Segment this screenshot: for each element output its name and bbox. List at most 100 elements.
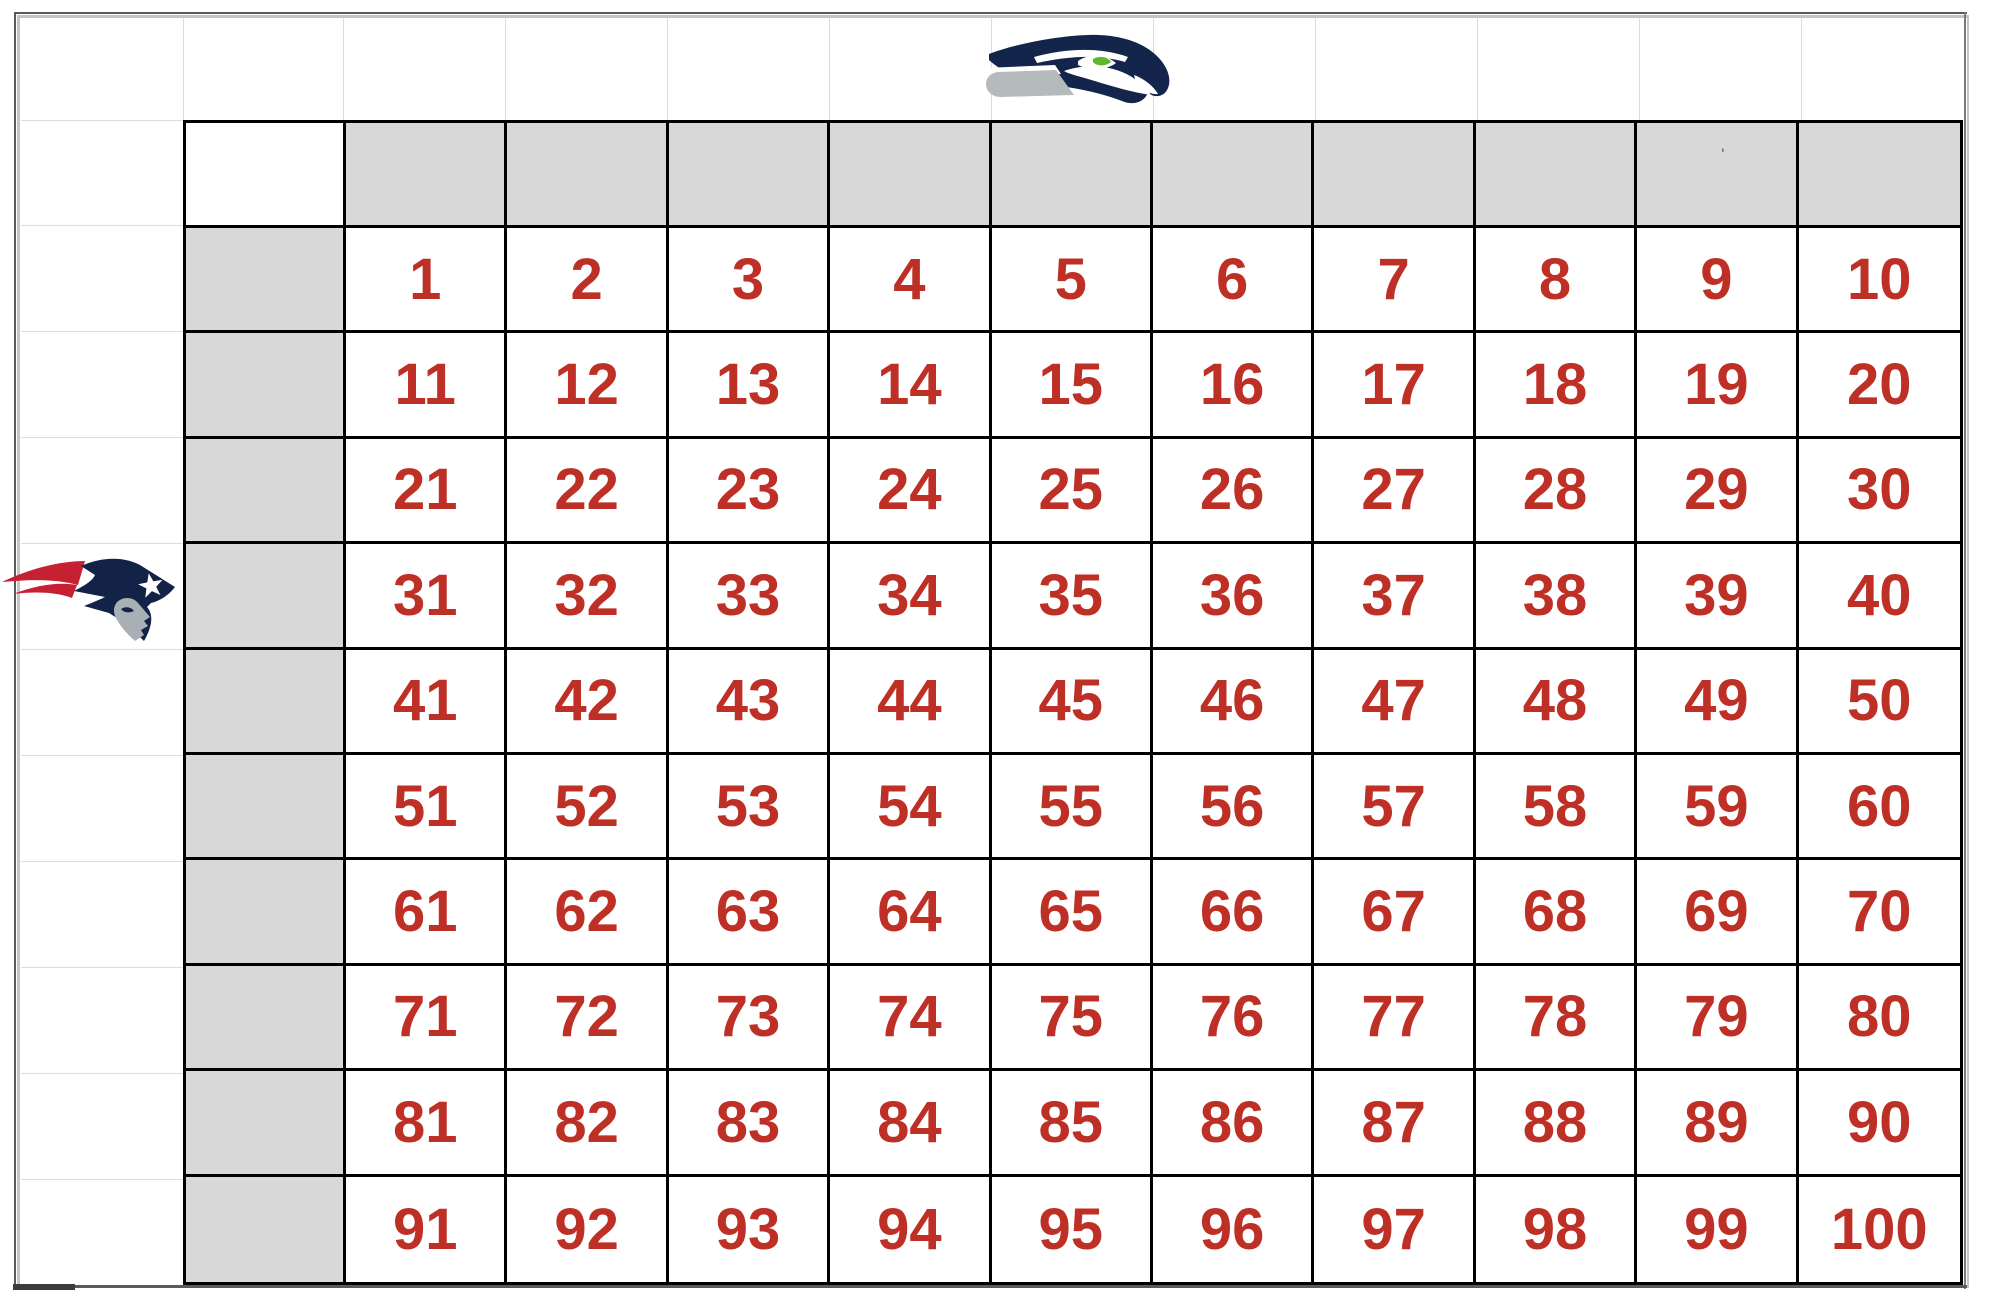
square-cell[interactable]: 60: [1798, 755, 1960, 861]
square-cell[interactable]: 76: [1152, 965, 1315, 1072]
square-cell[interactable]: 45: [991, 649, 1153, 755]
column-header-cell[interactable]: [668, 123, 831, 228]
square-cell[interactable]: 35: [991, 544, 1153, 650]
square-cell[interactable]: 84: [830, 1071, 992, 1177]
square-cell[interactable]: 93: [668, 1176, 831, 1282]
square-cell[interactable]: 37: [1314, 544, 1476, 650]
square-cell[interactable]: 54: [830, 755, 992, 861]
square-cell[interactable]: 55: [991, 755, 1153, 861]
row-header-cell[interactable]: [186, 1071, 346, 1177]
square-cell[interactable]: 29: [1637, 438, 1799, 545]
square-cell[interactable]: 96: [1152, 1176, 1315, 1282]
square-cell[interactable]: 53: [668, 755, 831, 861]
square-cell[interactable]: 3: [668, 228, 831, 334]
square-cell[interactable]: 1: [346, 228, 508, 334]
square-cell[interactable]: 16: [1152, 333, 1315, 439]
square-cell[interactable]: 71: [346, 965, 508, 1072]
square-cell[interactable]: 95: [991, 1176, 1153, 1282]
square-cell[interactable]: 6: [1152, 228, 1315, 334]
square-cell[interactable]: 88: [1475, 1071, 1638, 1177]
square-cell[interactable]: 62: [507, 860, 669, 966]
square-cell[interactable]: 20: [1798, 333, 1960, 439]
square-cell[interactable]: 52: [507, 755, 669, 861]
square-cell[interactable]: 44: [830, 649, 992, 755]
square-cell[interactable]: 64: [830, 860, 992, 966]
square-cell[interactable]: 15: [991, 333, 1153, 439]
square-cell[interactable]: 39: [1637, 544, 1799, 650]
square-cell[interactable]: 25: [991, 438, 1153, 545]
column-header-cell[interactable]: ': [1637, 123, 1799, 228]
row-header-cell[interactable]: [186, 228, 346, 334]
square-cell[interactable]: 98: [1475, 1176, 1638, 1282]
square-cell[interactable]: 19: [1637, 333, 1799, 439]
square-cell[interactable]: 77: [1314, 965, 1476, 1072]
square-cell[interactable]: 91: [346, 1176, 508, 1282]
square-cell[interactable]: 21: [346, 438, 508, 545]
square-cell[interactable]: 24: [830, 438, 992, 545]
square-cell[interactable]: 34: [830, 544, 992, 650]
row-header-cell[interactable]: [186, 333, 346, 439]
square-cell[interactable]: 49: [1637, 649, 1799, 755]
column-header-cell[interactable]: [1798, 123, 1960, 228]
square-cell[interactable]: 86: [1152, 1071, 1315, 1177]
row-header-cell[interactable]: [186, 1176, 346, 1282]
square-cell[interactable]: 31: [346, 544, 508, 650]
square-cell[interactable]: 57: [1314, 755, 1476, 861]
square-cell[interactable]: 66: [1152, 860, 1315, 966]
row-header-cell[interactable]: [186, 965, 346, 1072]
square-cell[interactable]: 87: [1314, 1071, 1476, 1177]
row-header-cell[interactable]: [186, 860, 346, 966]
square-cell[interactable]: 75: [991, 965, 1153, 1072]
square-cell[interactable]: 30: [1798, 438, 1960, 545]
square-cell[interactable]: 5: [991, 228, 1153, 334]
square-cell[interactable]: 17: [1314, 333, 1476, 439]
square-cell[interactable]: 56: [1152, 755, 1315, 861]
square-cell[interactable]: 83: [668, 1071, 831, 1177]
square-cell[interactable]: 42: [507, 649, 669, 755]
square-cell[interactable]: 28: [1475, 438, 1638, 545]
column-header-cell[interactable]: [830, 123, 992, 228]
column-header-cell[interactable]: [507, 123, 669, 228]
square-cell[interactable]: 11: [346, 333, 508, 439]
square-cell[interactable]: 94: [830, 1176, 992, 1282]
square-cell[interactable]: 90: [1798, 1071, 1960, 1177]
square-cell[interactable]: 50: [1798, 649, 1960, 755]
square-cell[interactable]: 92: [507, 1176, 669, 1282]
square-cell[interactable]: 13: [668, 333, 831, 439]
square-cell[interactable]: 79: [1637, 965, 1799, 1072]
row-header-cell[interactable]: [186, 649, 346, 755]
square-cell[interactable]: 65: [991, 860, 1153, 966]
square-cell[interactable]: 9: [1637, 228, 1799, 334]
square-cell[interactable]: 38: [1475, 544, 1638, 650]
square-cell[interactable]: 74: [830, 965, 992, 1072]
square-cell[interactable]: 89: [1637, 1071, 1799, 1177]
square-cell[interactable]: 26: [1152, 438, 1315, 545]
row-header-cell[interactable]: [186, 755, 346, 861]
square-cell[interactable]: 61: [346, 860, 508, 966]
column-header-cell[interactable]: [1475, 123, 1638, 228]
square-cell[interactable]: 40: [1798, 544, 1960, 650]
square-cell[interactable]: 69: [1637, 860, 1799, 966]
column-header-cell[interactable]: [991, 123, 1153, 228]
square-cell[interactable]: 22: [507, 438, 669, 545]
square-cell[interactable]: 46: [1152, 649, 1315, 755]
square-cell[interactable]: 48: [1475, 649, 1638, 755]
square-cell[interactable]: 4: [830, 228, 992, 334]
column-header-cell[interactable]: [1152, 123, 1315, 228]
column-header-cell[interactable]: [1314, 123, 1476, 228]
square-cell[interactable]: 72: [507, 965, 669, 1072]
square-cell[interactable]: 10: [1798, 228, 1960, 334]
square-cell[interactable]: 58: [1475, 755, 1638, 861]
square-cell[interactable]: 100: [1798, 1176, 1960, 1282]
square-cell[interactable]: 36: [1152, 544, 1315, 650]
square-cell[interactable]: 81: [346, 1071, 508, 1177]
square-cell[interactable]: 73: [668, 965, 831, 1072]
square-cell[interactable]: 51: [346, 755, 508, 861]
square-cell[interactable]: 41: [346, 649, 508, 755]
square-cell[interactable]: 59: [1637, 755, 1799, 861]
square-cell[interactable]: 63: [668, 860, 831, 966]
square-cell[interactable]: 14: [830, 333, 992, 439]
square-cell[interactable]: 85: [991, 1071, 1153, 1177]
square-cell[interactable]: 18: [1475, 333, 1638, 439]
row-header-cell[interactable]: [186, 438, 346, 545]
